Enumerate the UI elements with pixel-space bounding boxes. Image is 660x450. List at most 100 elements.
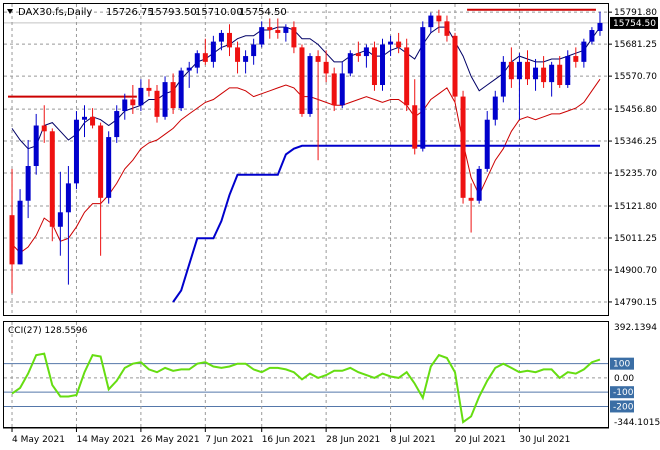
price-tick-label: 15121.80 [614,202,657,212]
time-axis-labels: 4 May 2021 14 May 2021 26 May 2021 7 Jun 20… [11,428,570,445]
candle [251,38,257,65]
candle [82,105,88,138]
candle-body [283,27,289,33]
cci-tick-label: -100 [613,388,634,398]
time-tick-label: 20 Jul 2021 [455,435,506,445]
high-value: 15793.50 [149,7,197,18]
candle [33,113,39,175]
candle [49,128,55,242]
candle-body [371,47,377,86]
candle [380,38,386,91]
time-tick-label: 26 May 2021 [141,435,200,445]
candle [146,79,152,97]
candle-body [106,137,112,198]
candle [162,76,168,120]
candle-body [202,53,208,62]
support-trendline [172,144,600,303]
candle [331,67,337,112]
candle-body [516,61,522,80]
candle [565,50,571,88]
candle-body [581,41,587,62]
cci-level-box [610,386,634,399]
candle-body [154,90,160,117]
low-value: 15710.00 [195,7,243,18]
candle [557,56,563,88]
candle-body [122,99,128,112]
cci-plot [11,352,601,424]
open-value: 15726.75 [106,7,154,18]
candle [476,166,482,204]
candle-body [565,56,571,86]
candle-body [347,53,353,74]
price-tick-label: 15456.80 [614,105,657,115]
candle-body [73,119,79,184]
candle-body [226,32,232,48]
time-tick-label: 8 Jul 2021 [391,435,436,445]
candle-body [331,73,337,106]
candle [388,35,394,57]
candle [90,108,96,129]
candle [524,50,530,86]
cci-axis-labels: 392.1394 100 0.00 -100 -200 -344.1015 [610,323,660,428]
candle [428,12,434,33]
candle [484,111,490,172]
candle [114,105,120,143]
candle-body [597,22,603,31]
price-tick-label: 15791.80 [614,8,657,18]
candle-body [33,125,39,167]
candle [259,21,265,48]
cci-tick-label: -200 [613,402,634,412]
candle-body [589,30,595,42]
candle-body [549,64,555,83]
candle-body [49,131,55,227]
candle-body [476,168,482,201]
current-price-marker: 15754.50 [610,16,658,29]
cci-title: CCI(27) 128.5596 [8,326,88,336]
candle [500,56,506,103]
candle [307,53,313,117]
cci-grid [4,363,608,407]
time-tick-label: 7 Jun 2021 [205,435,253,445]
candle [291,21,297,54]
collapse-triangle-icon[interactable] [7,9,13,14]
candle-body [363,47,369,57]
candle-body [404,47,410,106]
price-axis-labels: 15791.80 15681.25 15570.70 15456.80 15346.25… [608,8,657,308]
candle-body [460,96,466,198]
candle [170,73,176,114]
candle [98,122,104,256]
candle-body [452,35,458,97]
candle-body [444,21,450,36]
candle [323,50,329,83]
candle-body [98,125,104,198]
trendline-layer [172,144,600,303]
candle-body [420,27,426,149]
candle [347,50,353,77]
candle [106,131,112,204]
candle-body [428,15,434,28]
price-panel-frame [3,3,609,316]
time-tick-label: 14 May 2021 [76,435,135,445]
candle-body [533,67,539,80]
candle [436,9,442,33]
price-tick-label: 15681.25 [614,40,657,50]
candle [589,27,595,45]
candle-body [508,61,514,80]
candle-body [492,96,498,120]
candle-body [380,44,386,86]
cci-level-box [610,400,634,413]
candle [541,56,547,88]
cci-tick-label: -344.1015 [614,418,660,428]
candle [17,189,23,265]
candle-body [146,87,152,91]
time-tick-label: 4 May 2021 [12,435,65,445]
candle-body [315,56,321,62]
candle [130,85,136,114]
candle [122,93,128,120]
current-price-label: 15754.50 [613,19,656,29]
candle [581,38,587,68]
candle [597,11,603,36]
candle-body [65,183,71,213]
candle [57,171,63,256]
candle-body [468,197,474,201]
